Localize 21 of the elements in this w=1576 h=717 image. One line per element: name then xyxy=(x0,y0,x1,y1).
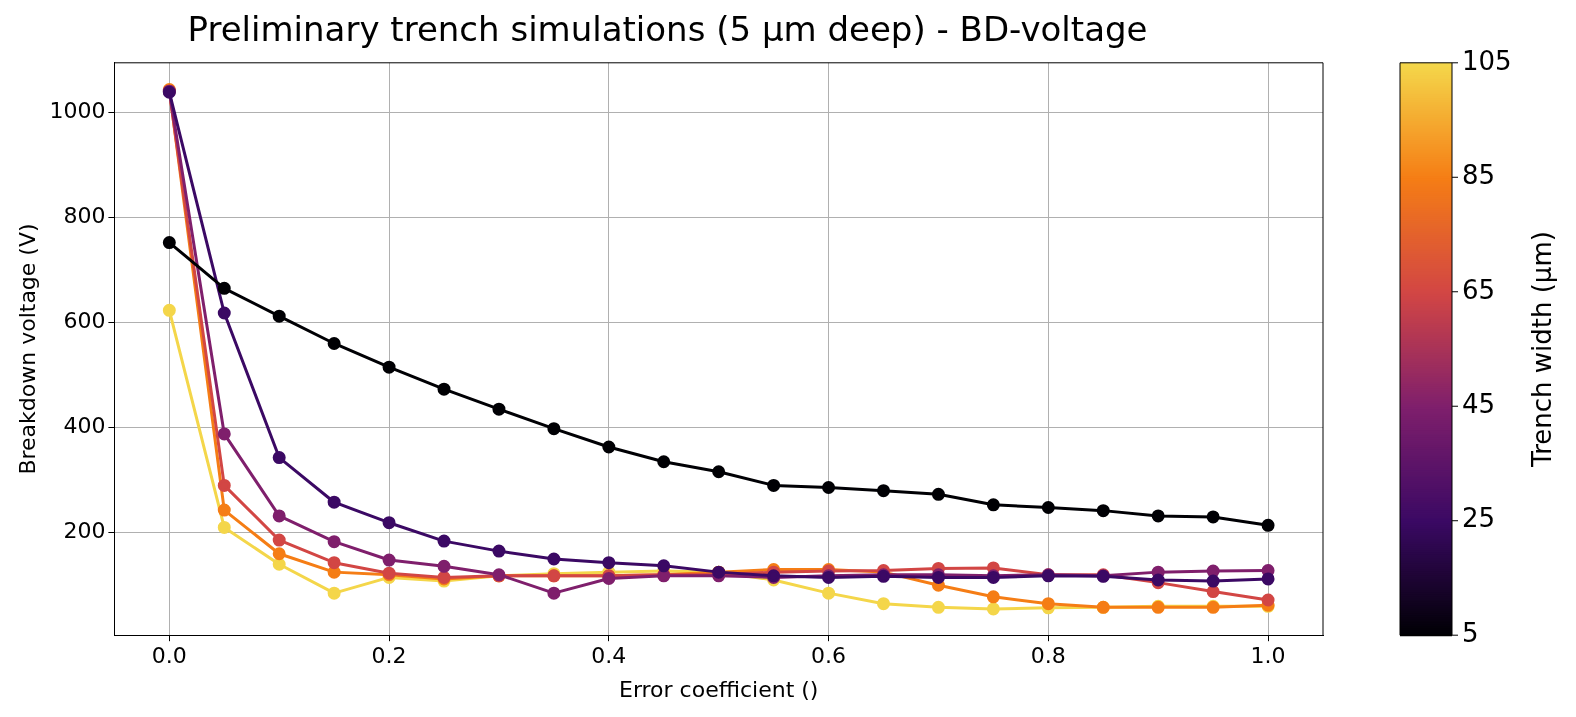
x-tick-label: 0.8 xyxy=(1030,643,1066,669)
x-tick-label: 1.0 xyxy=(1250,643,1286,669)
chart-title: Preliminary trench simulations (5 μm deep) - BD-voltage xyxy=(187,9,1148,50)
color-bar-label: 45 xyxy=(1462,388,1496,419)
x-axis-title: Error coefficient () xyxy=(618,676,819,702)
x-tick-label: 0.4 xyxy=(591,643,627,669)
y-tick-label: 1000 xyxy=(49,97,106,123)
color-bar-label: 65 xyxy=(1462,274,1496,305)
y-tick-label: 800 xyxy=(63,203,106,229)
color-bar-label: 25 xyxy=(1462,503,1496,534)
y-axis-title: Breakdown voltage (V) xyxy=(14,223,40,475)
color-bar-label: 85 xyxy=(1462,160,1496,191)
color-bar-label: 5 xyxy=(1462,617,1479,648)
y-tick-label: 400 xyxy=(63,413,106,439)
y-tick-label: 600 xyxy=(63,308,106,334)
y-tick-label: 200 xyxy=(63,518,106,544)
x-tick-label: 0.6 xyxy=(811,643,847,669)
color-bar-title: Trench width (μm) xyxy=(1526,231,1557,468)
color-bar-label: 105 xyxy=(1462,45,1512,76)
x-tick-label: 0.0 xyxy=(151,643,187,669)
x-tick-label: 0.2 xyxy=(371,643,407,669)
